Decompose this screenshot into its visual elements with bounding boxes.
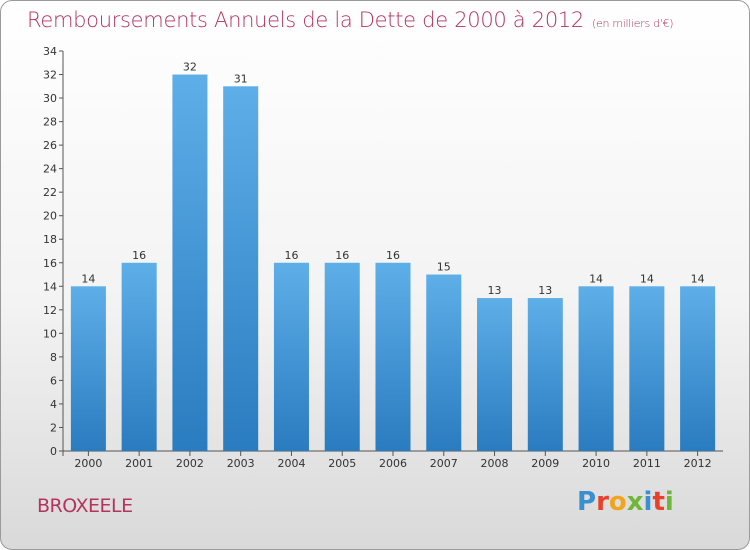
x-tick-label: 2003 (227, 457, 255, 470)
value-label: 32 (183, 61, 197, 74)
x-tick-label: 2011 (633, 457, 661, 470)
value-label: 13 (538, 284, 552, 297)
bar-2009 (527, 298, 563, 451)
value-label: 16 (335, 249, 349, 262)
value-labels: 14 16 32 31 16 16 16 15 13 13 14 14 14 (81, 61, 704, 298)
y-tick-label: 24 (43, 163, 57, 176)
y-tick-label: 22 (43, 186, 57, 199)
x-tick-label: 2002 (176, 457, 204, 470)
bar-2007 (426, 274, 462, 451)
y-tick-label: 32 (43, 69, 57, 82)
bar-2004 (273, 262, 309, 451)
value-label: 16 (132, 249, 146, 262)
bar-2003 (223, 86, 259, 451)
value-label: 31 (234, 72, 248, 85)
logo-letter: r (596, 487, 609, 517)
value-label: 16 (386, 249, 400, 262)
x-tick-label: 2001 (125, 457, 153, 470)
bar-2000 (70, 286, 106, 451)
value-label: 15 (437, 261, 451, 274)
x-tick-label: 2009 (531, 457, 559, 470)
bar-2011 (629, 286, 665, 451)
y-tick-label: 0 (50, 445, 57, 458)
x-tick-label: 2006 (379, 457, 407, 470)
x-tick-label: 2012 (684, 457, 712, 470)
y-tick-label: 28 (43, 116, 57, 129)
value-label: 16 (284, 249, 298, 262)
y-tick-label: 12 (43, 304, 57, 317)
x-tick-label: 2000 (74, 457, 102, 470)
y-tick-label: 10 (43, 327, 57, 340)
town-name: BROXEELE (37, 495, 133, 517)
proxiti-logo: Proxiti (577, 487, 674, 517)
bar-2006 (375, 262, 411, 451)
y-tick-label: 16 (43, 257, 57, 270)
value-label: 14 (640, 272, 654, 285)
bars (70, 74, 716, 451)
y-tick-label: 6 (50, 374, 57, 387)
y-tick-label: 8 (50, 351, 57, 364)
bar-2010 (578, 286, 614, 451)
logo-letter: P (577, 487, 597, 517)
y-tick-label: 30 (43, 92, 57, 105)
value-label: 14 (691, 272, 705, 285)
bar-2012 (680, 286, 716, 451)
x-tick-label: 2010 (582, 457, 610, 470)
logo-letter: i (664, 487, 674, 517)
value-label: 14 (589, 272, 603, 285)
x-tick-label: 2007 (430, 457, 458, 470)
y-tick-label: 20 (43, 210, 57, 223)
logo-letter: t (652, 487, 665, 517)
logo-letter: x (626, 487, 644, 517)
y-tick-label: 4 (50, 398, 57, 411)
x-tick-label: 2004 (277, 457, 305, 470)
chart-title: Remboursements Annuels de la Dette de 20… (27, 8, 673, 32)
logo-letter: i (643, 487, 653, 517)
bar-2002 (172, 74, 208, 451)
bar-2008 (477, 298, 513, 451)
x-tick-label: 2008 (481, 457, 509, 470)
y-tick-label: 34 (43, 45, 57, 58)
bar-2001 (121, 262, 157, 451)
unit-note: (en milliers d'€) (592, 17, 674, 30)
x-tick-label: 2005 (328, 457, 356, 470)
logo-letter: o (608, 487, 627, 517)
bar-2005 (324, 262, 360, 451)
y-tick-label: 18 (43, 233, 57, 246)
title-text: Remboursements Annuels de la Dette de 20… (27, 8, 584, 32)
y-tick-label: 2 (50, 421, 57, 434)
value-label: 14 (81, 272, 95, 285)
y-tick-label: 26 (43, 139, 57, 152)
y-tick-label: 14 (43, 280, 57, 293)
value-label: 13 (488, 284, 502, 297)
